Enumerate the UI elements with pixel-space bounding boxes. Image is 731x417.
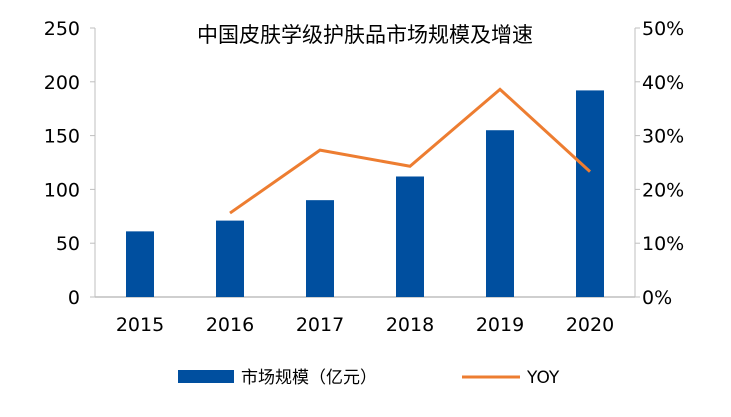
y-tick-label-right: 0% [642,287,672,309]
bar-2016 [216,221,244,297]
y-tick-label-left: 0 [68,287,80,309]
y-tick-label-left: 250 [44,18,80,40]
y-tick-label-left: 150 [44,126,80,148]
y-tick-label-right: 50% [642,18,684,40]
x-tick-label: 2017 [296,314,344,336]
y-tick-label-right: 40% [642,72,684,94]
y-tick-label-right: 20% [642,179,684,201]
y-tick-label-left: 50 [56,233,80,255]
bar-2019 [486,130,514,297]
y-tick-label-right: 10% [642,233,684,255]
y-tick-label-left: 200 [44,72,80,94]
bar-2017 [306,200,334,297]
x-tick-label: 2020 [566,314,614,336]
legend: 市场规模（亿元） YOY [178,368,560,388]
x-tick-label: 2018 [386,314,434,336]
bar-2018 [396,176,424,297]
x-tick-label: 2015 [116,314,164,336]
x-tick-label: 2019 [476,314,524,336]
bar-2015 [126,231,154,297]
legend-label-bar: 市场规模（亿元） [241,368,377,388]
chart-title: 中国皮肤学级护肤品市场规模及增速 [197,23,533,47]
y-tick-label-right: 30% [642,126,684,148]
legend-swatch-bar [178,370,234,383]
bar-2020 [576,90,604,297]
y-tick-label-left: 100 [44,179,80,201]
x-tick-label: 2016 [206,314,254,336]
legend-label-line: YOY [526,368,560,388]
